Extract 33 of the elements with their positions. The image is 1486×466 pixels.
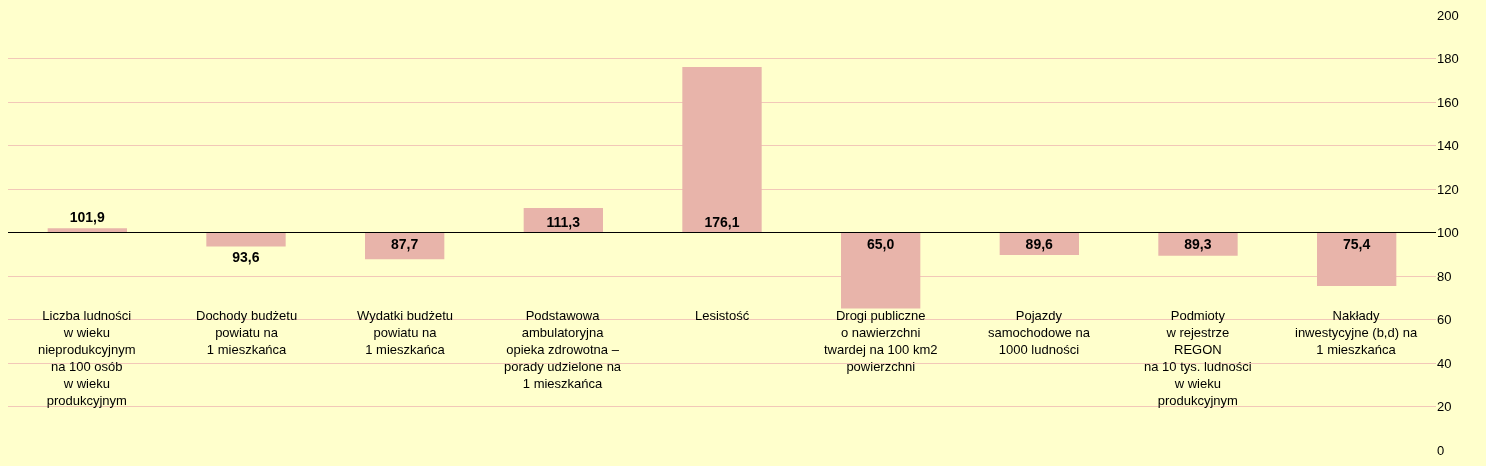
bar bbox=[1317, 232, 1397, 286]
x-tick-label: Podstawowa ambulatoryjna opieka zdrowotna – porady udzielone na 1 mieszkańca bbox=[504, 308, 622, 391]
data-label: 176,1 bbox=[704, 213, 740, 230]
data-label: 87,7 bbox=[390, 235, 419, 252]
y-tick-label: 160 bbox=[1437, 94, 1459, 110]
y-tick-label: 120 bbox=[1437, 181, 1459, 197]
y-tick-label: 0 bbox=[1437, 442, 1445, 458]
y-tick-label: 80 bbox=[1437, 268, 1452, 284]
y-tick-label: 180 bbox=[1437, 51, 1459, 67]
bar bbox=[841, 232, 921, 309]
x-tick-label: Pojazdy samochodowe na 1000 ludności bbox=[988, 308, 1091, 357]
data-label: 65,0 bbox=[866, 235, 895, 252]
data-label: 93,6 bbox=[232, 249, 260, 266]
y-tick-label: 20 bbox=[1437, 399, 1452, 415]
bar bbox=[682, 66, 762, 233]
data-label: 75,4 bbox=[1342, 235, 1371, 252]
x-tick-label: Nakłady inwestycyjne (b,d) na 1 mieszkańca bbox=[1295, 308, 1418, 357]
y-tick-label: 60 bbox=[1437, 312, 1452, 328]
y-tick-label: 200 bbox=[1437, 7, 1459, 23]
y-tick-label: 100 bbox=[1437, 225, 1459, 241]
bar bbox=[206, 232, 286, 247]
data-label: 89,3 bbox=[1184, 235, 1212, 252]
y-tick-label: 40 bbox=[1437, 355, 1452, 371]
data-label: 89,6 bbox=[1025, 235, 1054, 252]
data-label: 111,3 bbox=[546, 213, 581, 230]
x-tick-label: Lesistość bbox=[695, 308, 750, 323]
data-label: 101,9 bbox=[69, 209, 105, 226]
x-tick-label: Podmioty w rejestrze REGON na 10 tys. ludności w wieku produkcyjnym bbox=[1144, 308, 1252, 408]
x-tick-label: Drogi publiczne o nawierzchni twardej na 100 km2 powierzchni bbox=[824, 308, 938, 374]
x-tick-label: Wydatki budżetu powiatu na 1 mieszkańca bbox=[357, 308, 453, 357]
x-tick-label: Liczba ludności w wieku nieprodukcyjnym na 100 osób w wieku produkcyjnym bbox=[38, 308, 136, 408]
x-tick-label: Dochody budżetu powiatu na 1 mieszkańca bbox=[196, 308, 298, 357]
y-tick-label: 140 bbox=[1437, 138, 1459, 154]
